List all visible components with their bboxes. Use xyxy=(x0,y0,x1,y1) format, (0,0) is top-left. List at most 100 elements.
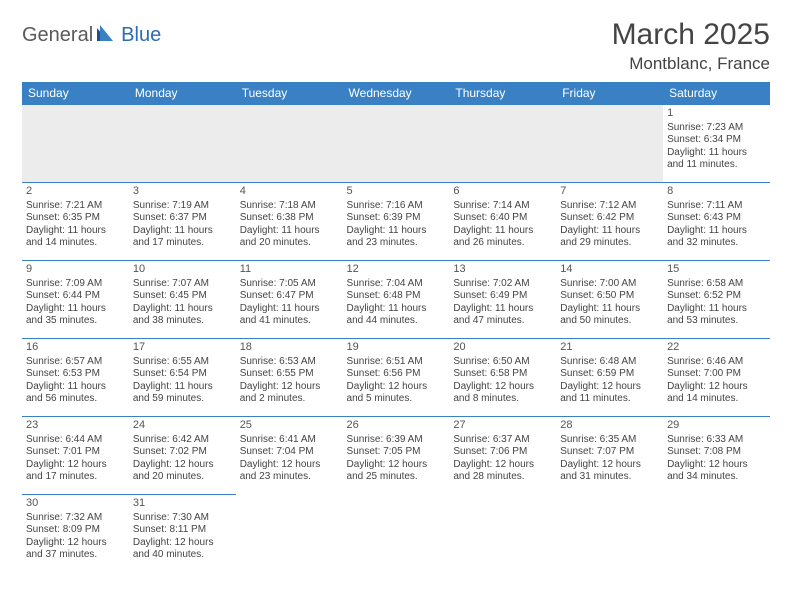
sunrise-text: Sunrise: 6:44 AM xyxy=(26,434,125,447)
sunset-text: Sunset: 7:04 PM xyxy=(240,446,339,459)
daylight-text: Daylight: 11 hours and 53 minutes. xyxy=(667,303,766,328)
sunrise-text: Sunrise: 6:48 AM xyxy=(560,356,659,369)
calendar-row: 2Sunrise: 7:21 AMSunset: 6:35 PMDaylight… xyxy=(22,183,770,261)
day-number: 1 xyxy=(667,107,766,121)
calendar-cell: 4Sunrise: 7:18 AMSunset: 6:38 PMDaylight… xyxy=(236,183,343,261)
calendar-cell xyxy=(449,105,556,183)
calendar-body: 1Sunrise: 7:23 AMSunset: 6:34 PMDaylight… xyxy=(22,105,770,573)
daylight-text: Daylight: 12 hours and 17 minutes. xyxy=(26,459,125,484)
day-number: 25 xyxy=(240,419,339,433)
calendar-cell: 27Sunrise: 6:37 AMSunset: 7:06 PMDayligh… xyxy=(449,417,556,495)
daylight-text: Daylight: 12 hours and 14 minutes. xyxy=(667,381,766,406)
calendar-cell: 17Sunrise: 6:55 AMSunset: 6:54 PMDayligh… xyxy=(129,339,236,417)
weekday-header: Thursday xyxy=(449,82,556,105)
daylight-text: Daylight: 11 hours and 59 minutes. xyxy=(133,381,232,406)
daylight-text: Daylight: 11 hours and 35 minutes. xyxy=(26,303,125,328)
sunrise-text: Sunrise: 6:58 AM xyxy=(667,278,766,291)
weekday-header-row: Sunday Monday Tuesday Wednesday Thursday… xyxy=(22,82,770,105)
day-number: 4 xyxy=(240,185,339,199)
sunrise-text: Sunrise: 7:14 AM xyxy=(453,200,552,213)
day-number: 6 xyxy=(453,185,552,199)
calendar-row: 23Sunrise: 6:44 AMSunset: 7:01 PMDayligh… xyxy=(22,417,770,495)
calendar-cell: 11Sunrise: 7:05 AMSunset: 6:47 PMDayligh… xyxy=(236,261,343,339)
weekday-header: Friday xyxy=(556,82,663,105)
daylight-text: Daylight: 11 hours and 29 minutes. xyxy=(560,225,659,250)
day-number: 14 xyxy=(560,263,659,277)
logo: General Blue xyxy=(22,18,161,47)
sunrise-text: Sunrise: 6:53 AM xyxy=(240,356,339,369)
calendar-cell xyxy=(129,105,236,183)
day-number: 23 xyxy=(26,419,125,433)
daylight-text: Daylight: 11 hours and 38 minutes. xyxy=(133,303,232,328)
weekday-header: Wednesday xyxy=(343,82,450,105)
sunrise-text: Sunrise: 7:02 AM xyxy=(453,278,552,291)
day-number: 8 xyxy=(667,185,766,199)
daylight-text: Daylight: 11 hours and 44 minutes. xyxy=(347,303,446,328)
calendar-cell: 13Sunrise: 7:02 AMSunset: 6:49 PMDayligh… xyxy=(449,261,556,339)
sunset-text: Sunset: 6:48 PM xyxy=(347,290,446,303)
calendar-cell: 25Sunrise: 6:41 AMSunset: 7:04 PMDayligh… xyxy=(236,417,343,495)
day-number: 9 xyxy=(26,263,125,277)
daylight-text: Daylight: 12 hours and 5 minutes. xyxy=(347,381,446,406)
sunrise-text: Sunrise: 7:21 AM xyxy=(26,200,125,213)
calendar-cell: 6Sunrise: 7:14 AMSunset: 6:40 PMDaylight… xyxy=(449,183,556,261)
sunrise-text: Sunrise: 7:16 AM xyxy=(347,200,446,213)
sunset-text: Sunset: 7:07 PM xyxy=(560,446,659,459)
day-number: 2 xyxy=(26,185,125,199)
daylight-text: Daylight: 11 hours and 32 minutes. xyxy=(667,225,766,250)
daylight-text: Daylight: 11 hours and 41 minutes. xyxy=(240,303,339,328)
daylight-text: Daylight: 12 hours and 31 minutes. xyxy=(560,459,659,484)
sunset-text: Sunset: 6:59 PM xyxy=(560,368,659,381)
daylight-text: Daylight: 11 hours and 50 minutes. xyxy=(560,303,659,328)
sunset-text: Sunset: 6:44 PM xyxy=(26,290,125,303)
calendar-cell: 16Sunrise: 6:57 AMSunset: 6:53 PMDayligh… xyxy=(22,339,129,417)
calendar-cell: 19Sunrise: 6:51 AMSunset: 6:56 PMDayligh… xyxy=(343,339,450,417)
calendar-cell xyxy=(556,105,663,183)
calendar-cell: 5Sunrise: 7:16 AMSunset: 6:39 PMDaylight… xyxy=(343,183,450,261)
day-number: 20 xyxy=(453,341,552,355)
sunset-text: Sunset: 7:02 PM xyxy=(133,446,232,459)
daylight-text: Daylight: 11 hours and 23 minutes. xyxy=(347,225,446,250)
daylight-text: Daylight: 11 hours and 47 minutes. xyxy=(453,303,552,328)
sunset-text: Sunset: 8:09 PM xyxy=(26,524,125,537)
calendar-cell: 14Sunrise: 7:00 AMSunset: 6:50 PMDayligh… xyxy=(556,261,663,339)
calendar-cell xyxy=(22,105,129,183)
day-number: 11 xyxy=(240,263,339,277)
sunset-text: Sunset: 7:05 PM xyxy=(347,446,446,459)
day-number: 22 xyxy=(667,341,766,355)
sunrise-text: Sunrise: 7:19 AM xyxy=(133,200,232,213)
daylight-text: Daylight: 11 hours and 26 minutes. xyxy=(453,225,552,250)
sunset-text: Sunset: 6:42 PM xyxy=(560,212,659,225)
calendar-cell: 31Sunrise: 7:30 AMSunset: 8:11 PMDayligh… xyxy=(129,495,236,573)
calendar-cell xyxy=(556,495,663,573)
calendar-cell: 20Sunrise: 6:50 AMSunset: 6:58 PMDayligh… xyxy=(449,339,556,417)
calendar-row: 30Sunrise: 7:32 AMSunset: 8:09 PMDayligh… xyxy=(22,495,770,573)
daylight-text: Daylight: 12 hours and 37 minutes. xyxy=(26,537,125,562)
calendar-cell xyxy=(343,105,450,183)
daylight-text: Daylight: 12 hours and 11 minutes. xyxy=(560,381,659,406)
sunrise-text: Sunrise: 6:55 AM xyxy=(133,356,232,369)
sunrise-text: Sunrise: 6:51 AM xyxy=(347,356,446,369)
sunrise-text: Sunrise: 6:50 AM xyxy=(453,356,552,369)
calendar-cell: 2Sunrise: 7:21 AMSunset: 6:35 PMDaylight… xyxy=(22,183,129,261)
weekday-header: Monday xyxy=(129,82,236,105)
daylight-text: Daylight: 11 hours and 17 minutes. xyxy=(133,225,232,250)
sunrise-text: Sunrise: 6:42 AM xyxy=(133,434,232,447)
sunrise-text: Sunrise: 7:32 AM xyxy=(26,512,125,525)
sunset-text: Sunset: 6:55 PM xyxy=(240,368,339,381)
weekday-header: Saturday xyxy=(663,82,770,105)
sunset-text: Sunset: 6:52 PM xyxy=(667,290,766,303)
sunset-text: Sunset: 6:47 PM xyxy=(240,290,339,303)
calendar-cell: 7Sunrise: 7:12 AMSunset: 6:42 PMDaylight… xyxy=(556,183,663,261)
calendar-cell: 10Sunrise: 7:07 AMSunset: 6:45 PMDayligh… xyxy=(129,261,236,339)
day-number: 30 xyxy=(26,497,125,511)
day-number: 31 xyxy=(133,497,232,511)
sunrise-text: Sunrise: 7:04 AM xyxy=(347,278,446,291)
day-number: 10 xyxy=(133,263,232,277)
calendar-cell: 15Sunrise: 6:58 AMSunset: 6:52 PMDayligh… xyxy=(663,261,770,339)
calendar-cell: 30Sunrise: 7:32 AMSunset: 8:09 PMDayligh… xyxy=(22,495,129,573)
flag-icon xyxy=(97,25,119,46)
logo-text-blue: Blue xyxy=(121,24,161,47)
sunrise-text: Sunrise: 6:39 AM xyxy=(347,434,446,447)
sunset-text: Sunset: 6:45 PM xyxy=(133,290,232,303)
